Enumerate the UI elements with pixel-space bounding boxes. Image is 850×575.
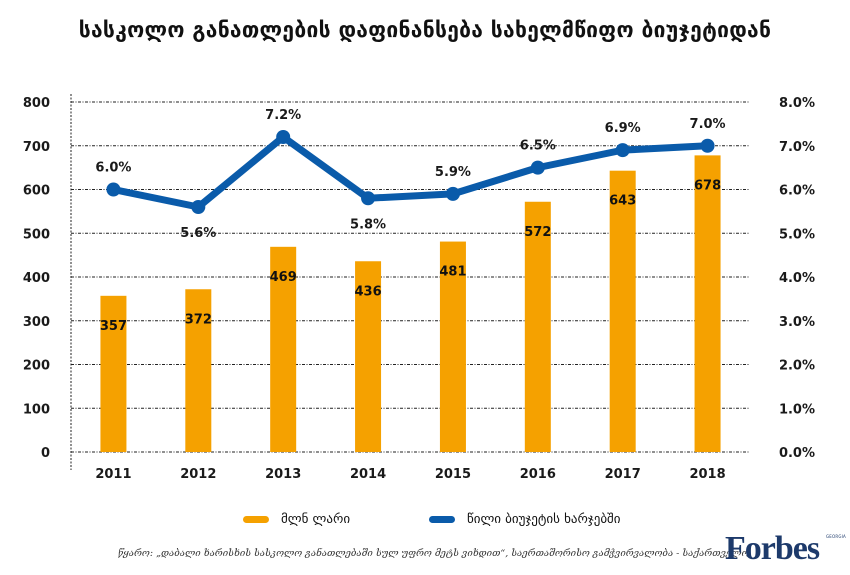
x-tick-label: 2017 xyxy=(605,467,641,482)
bar xyxy=(609,170,636,452)
line-point xyxy=(700,138,715,153)
left-tick-label: 0 xyxy=(41,446,50,461)
right-tick-label: 6.0% xyxy=(779,184,815,199)
line-point xyxy=(191,200,206,214)
source-note: წყარო: „დაბალი ხარისხის სასკოლო განათლებ… xyxy=(118,548,750,559)
grid-lines xyxy=(70,94,750,470)
x-tick-label: 2015 xyxy=(435,467,471,482)
bar-value-label: 572 xyxy=(524,225,551,240)
right-tick-label: 2.0% xyxy=(779,359,815,374)
bar-value-label: 469 xyxy=(270,270,297,285)
x-tick-label: 2018 xyxy=(689,467,725,482)
left-tick-label: 100 xyxy=(23,402,50,417)
bar-value-label: 481 xyxy=(439,265,466,280)
line-value-label: 5.9% xyxy=(435,165,471,180)
line-value-label: 5.6% xyxy=(180,226,216,241)
bar xyxy=(270,246,297,452)
legend-item-line: წილი ბიუჯეტის ხარჯებში xyxy=(429,512,621,527)
line-point xyxy=(106,182,121,197)
line-point xyxy=(615,143,630,158)
bar xyxy=(100,295,127,452)
line-point xyxy=(276,130,291,144)
chart-title: სასკოლო განათლების დაფინანსება სახელმწიფ… xyxy=(78,18,772,42)
left-axis-ticks: 0 100 200 300 400 500 600 700 800 xyxy=(23,96,50,461)
line-value-label: 6.0% xyxy=(95,161,131,176)
right-axis-ticks: 0.0% 1.0% 2.0% 3.0% 4.0% 5.0% 6.0% 7.0% 8.0% xyxy=(779,96,815,461)
bar-value-label: 678 xyxy=(694,178,721,193)
legend: მლნ ლარი წილი ბიუჯეტის ხარჯებში xyxy=(0,512,850,534)
right-tick-label: 4.0% xyxy=(779,271,815,286)
bar-value-label: 372 xyxy=(185,312,212,327)
right-tick-label: 5.0% xyxy=(779,227,815,242)
right-tick-label: 7.0% xyxy=(779,140,815,155)
forbes-logo: Forbes xyxy=(725,530,820,567)
line-point xyxy=(530,160,545,175)
line-value-label: 7.0% xyxy=(690,117,726,132)
bar xyxy=(524,201,551,452)
left-tick-label: 400 xyxy=(23,271,50,286)
line-labels: 6.0% 5.6% 7.2% 5.8% 5.9% 6.5% 6.9% 7.0% xyxy=(95,108,725,241)
bar xyxy=(355,261,382,452)
x-axis-ticks: 2011 2012 2013 2014 2015 2016 2017 2018 xyxy=(95,467,725,482)
right-tick-label: 1.0% xyxy=(779,402,815,417)
line-value-label: 5.8% xyxy=(350,217,386,232)
bar xyxy=(694,155,721,452)
legend-label-bars: მლნ ლარი xyxy=(281,512,351,527)
right-tick-label: 3.0% xyxy=(779,315,815,330)
left-tick-label: 200 xyxy=(23,359,50,374)
bar xyxy=(439,241,466,452)
left-tick-label: 800 xyxy=(23,96,50,111)
left-tick-label: 500 xyxy=(23,227,50,242)
x-tick-label: 2012 xyxy=(180,467,216,482)
series-line xyxy=(109,133,712,211)
x-tick-label: 2013 xyxy=(265,467,301,482)
legend-item-bars: მლნ ლარი xyxy=(243,512,350,527)
left-tick-label: 600 xyxy=(23,184,50,199)
line-point xyxy=(361,191,376,206)
bar-labels: 357 372 469 436 481 572 643 678 xyxy=(100,178,721,333)
x-tick-label: 2014 xyxy=(350,467,386,482)
right-tick-label: 0.0% xyxy=(779,446,815,461)
line-series xyxy=(106,130,715,214)
x-tick-label: 2011 xyxy=(95,467,131,482)
forbes-logo-sub: GEORGIA xyxy=(826,534,846,539)
line-value-label: 7.2% xyxy=(265,108,301,123)
bar-value-label: 436 xyxy=(354,284,381,299)
line-value-label: 6.5% xyxy=(520,139,556,154)
bar-value-label: 643 xyxy=(609,194,636,209)
bar xyxy=(185,289,212,452)
left-tick-label: 700 xyxy=(23,140,50,155)
left-tick-label: 300 xyxy=(23,315,50,330)
x-tick-label: 2016 xyxy=(520,467,556,482)
legend-label-line: წილი ბიუჯეტის ხარჯებში xyxy=(467,512,621,527)
bars xyxy=(100,155,721,452)
legend-swatch-line xyxy=(429,516,455,523)
line-value-label: 6.9% xyxy=(605,121,641,136)
right-tick-label: 8.0% xyxy=(779,96,815,111)
legend-swatch-bars xyxy=(243,516,269,523)
bar-value-label: 357 xyxy=(100,319,127,334)
line-point xyxy=(445,186,460,201)
